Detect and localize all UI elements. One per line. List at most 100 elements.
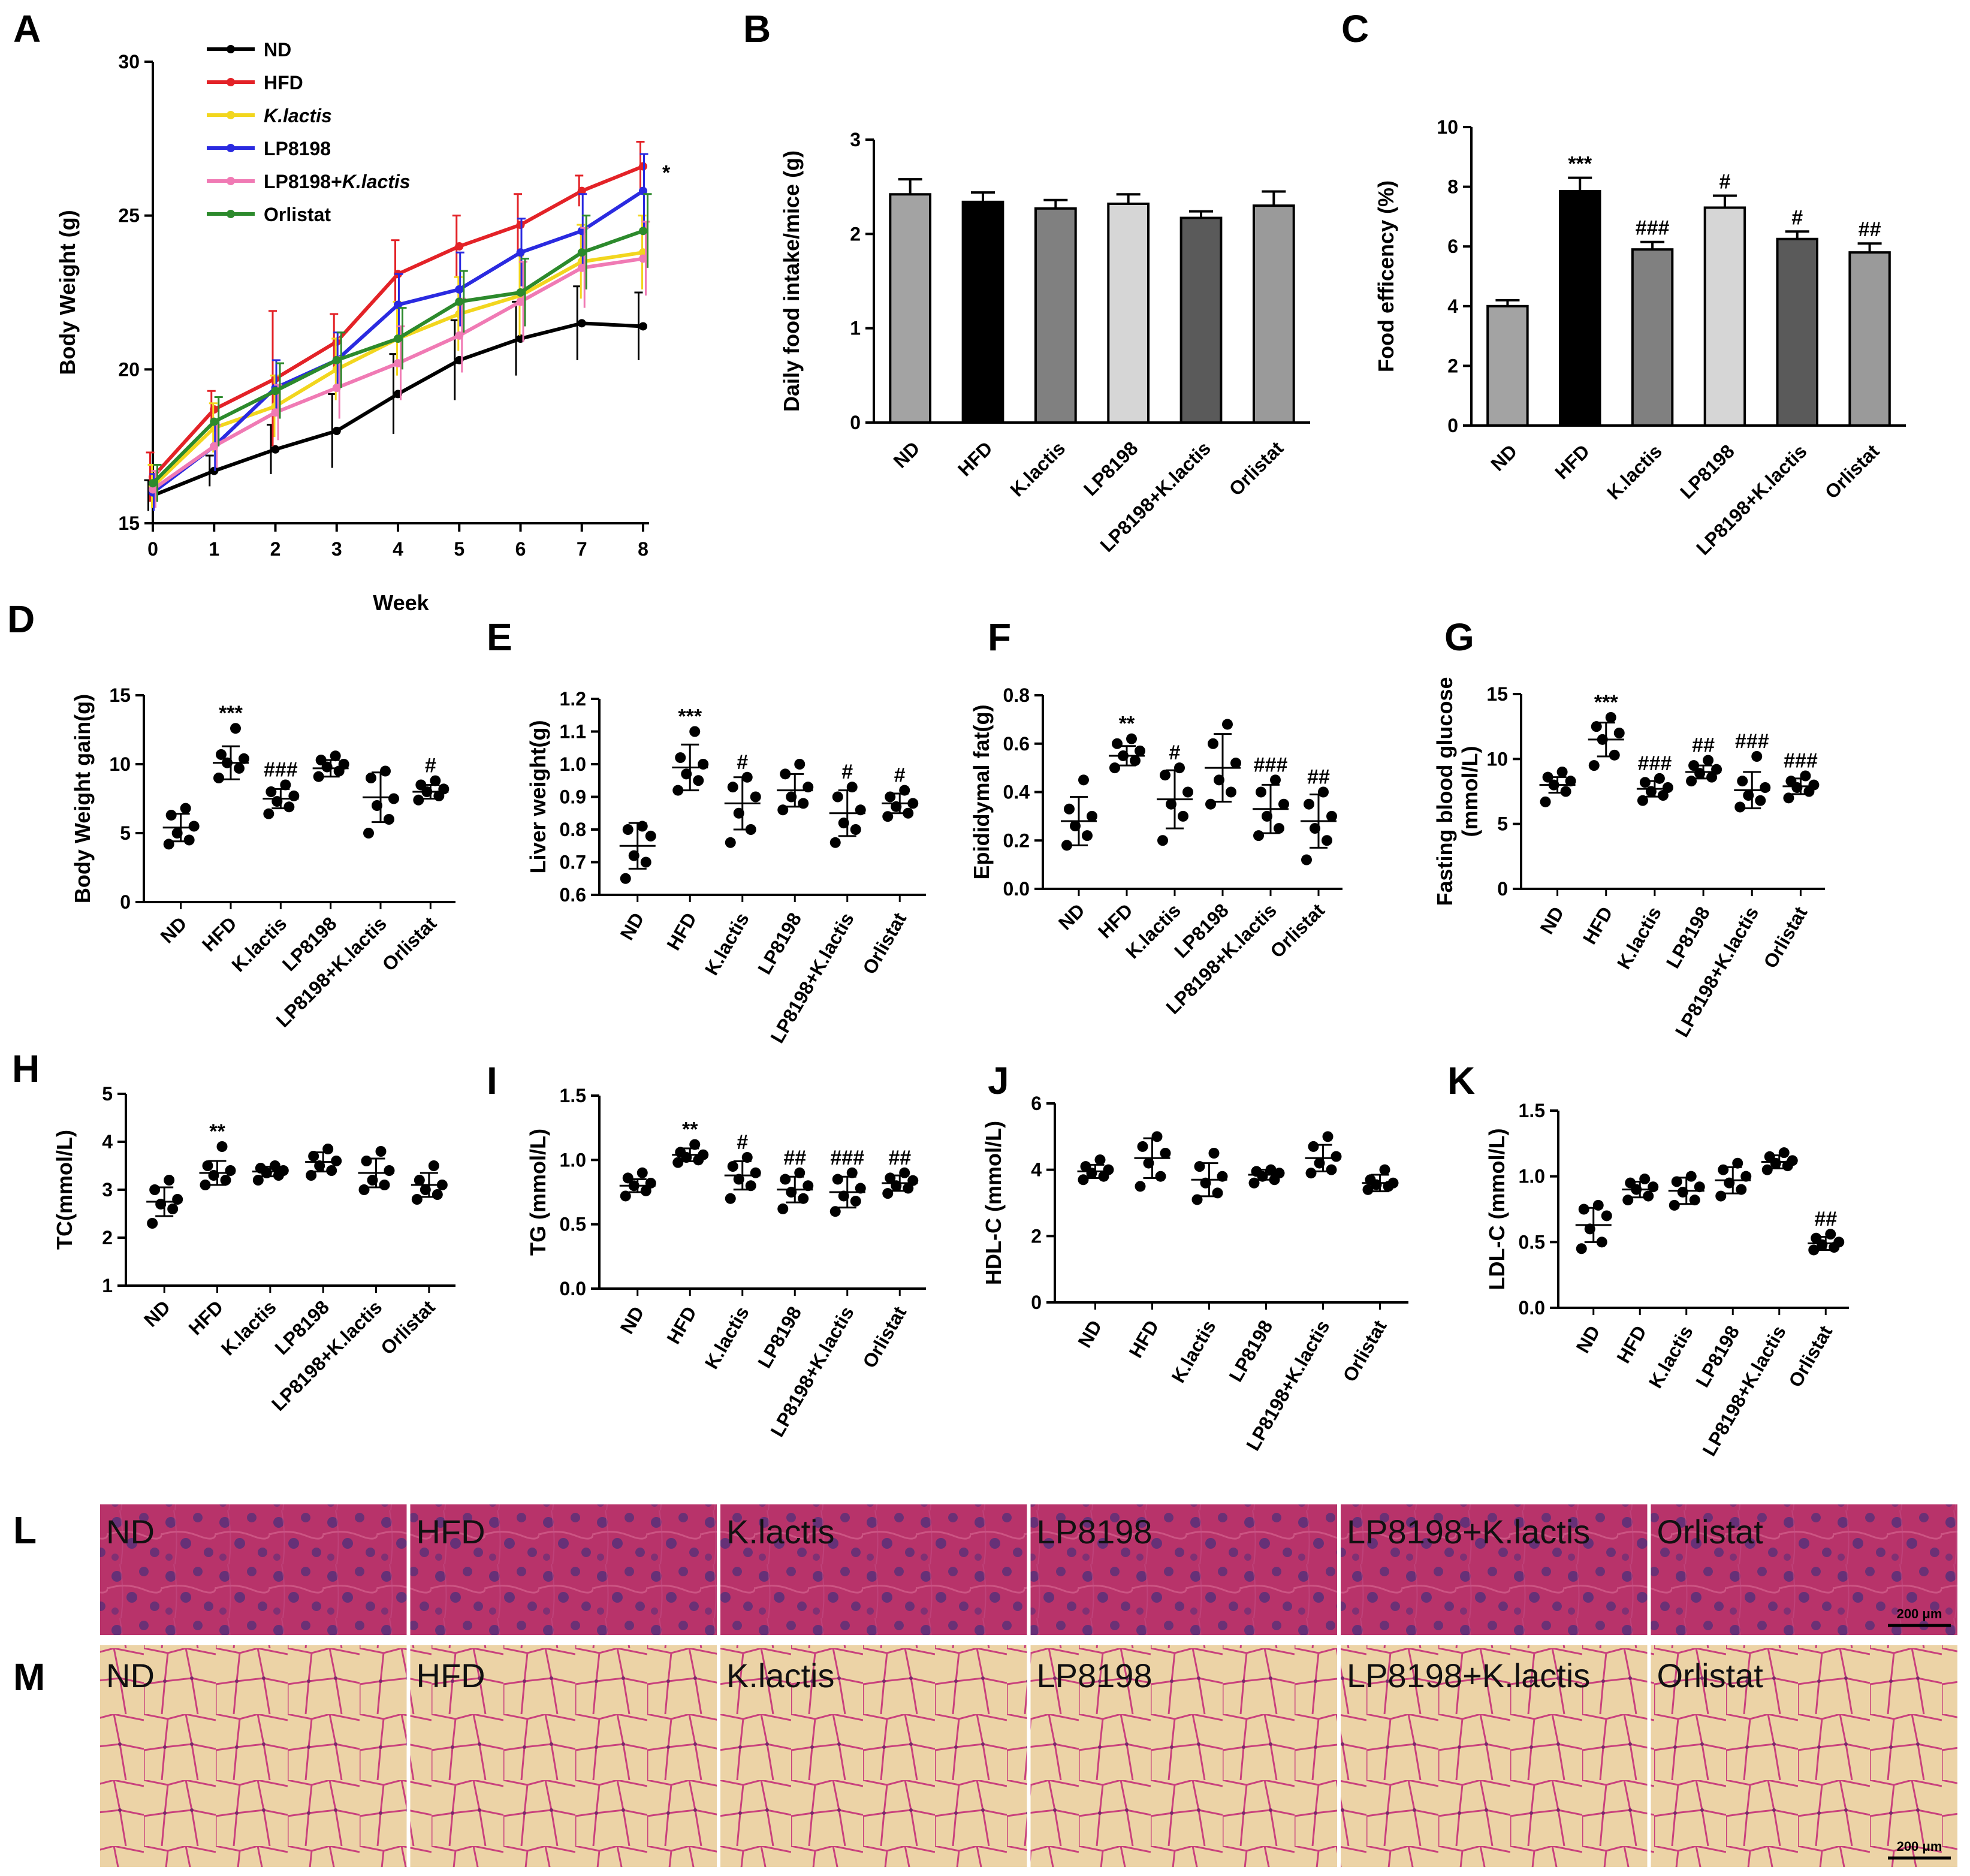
x-tick-label-G: LP8198 [1662,903,1714,972]
micrograph-M [100,1645,407,1867]
y-tick-label-I: 1.5 [560,1085,586,1106]
x-tick-label-A: 2 [270,538,281,560]
data-point-K [1643,1190,1654,1202]
data-point-J [1248,1177,1260,1189]
data-point-I [780,1174,791,1185]
y-axis-label-B: Daily food intake/mice (g) [779,150,804,412]
data-point-A [210,442,219,451]
data-point-I [725,1193,736,1204]
legend-label-A: LP8198 [264,138,331,159]
data-point-H [428,1160,439,1171]
data-point-A [577,248,586,257]
data-point-A [577,319,586,328]
micrograph-label-L: ND [106,1513,155,1551]
x-tick-label-C: ND [1486,440,1521,475]
data-point-G [1560,786,1571,797]
y-tick-label-E: 0.8 [560,819,586,840]
data-point-D [234,762,245,774]
data-point-K [1736,1184,1747,1195]
data-point-A [639,186,647,195]
data-point-E [882,811,894,822]
data-point-A [516,297,525,306]
data-point-F [1135,745,1145,756]
y-tick-label-K: 1.0 [1519,1166,1545,1187]
data-point-A [455,331,464,340]
legend-marker-A [227,144,235,152]
significance-F: ** [1119,713,1135,735]
data-point-K [1732,1157,1743,1169]
data-point-A [271,408,280,417]
data-point-I [850,1196,861,1207]
data-point-F [1157,835,1168,846]
bar-C [1559,190,1601,427]
y-tick-label-K: 1.5 [1519,1100,1545,1121]
y-tick-label-E: 0.9 [560,786,586,808]
data-point-I [645,1177,656,1189]
data-point-K [1601,1210,1612,1221]
significance-F: ## [1307,766,1330,789]
data-point-D [363,828,374,839]
data-point-H [252,1175,264,1186]
y-tick-label-J: 0 [1031,1292,1042,1313]
data-point-H [306,1170,317,1181]
bar-B [1107,202,1150,424]
y-tick-label-E: 1.0 [560,753,586,775]
data-point-G [1751,751,1763,762]
panel-label-D: D [7,598,35,641]
y-axis-label-G: (mmol/L) [1458,746,1482,837]
data-point-D [216,749,227,760]
data-point-F [1061,840,1072,851]
y-tick-label-H: 5 [102,1083,113,1105]
significance-E: # [841,761,853,783]
panel-label-H: H [12,1047,40,1090]
data-point-J [1208,1148,1220,1159]
data-point-A [639,227,647,236]
panel-label-G: G [1444,616,1474,659]
data-point-I [745,1180,756,1192]
data-point-A [149,479,157,488]
legend-marker-A [227,210,235,218]
x-tick-label-K: HFD [1612,1322,1651,1367]
x-tick-label-K: Orlistat [1784,1322,1836,1391]
data-point-F [1322,835,1332,846]
y-tick-label-I: 1.0 [560,1149,586,1171]
x-tick-label-C: HFD [1550,440,1594,483]
data-point-I [750,1167,761,1178]
panel-label-B: B [743,7,771,50]
data-point-J [1080,1161,1091,1172]
data-point-J [1078,1174,1089,1186]
y-axis-label-J: HDL-C (mmol/L) [981,1121,1006,1285]
data-point-F [1109,762,1120,774]
data-point-A [210,417,219,426]
bar-C [1486,304,1529,427]
data-point-D [315,755,327,766]
micrograph-label-L: LP8198+K.lactis [1347,1513,1590,1551]
data-point-I [794,1167,806,1178]
data-point-K [1715,1190,1727,1202]
legend-marker-A [227,177,235,185]
x-tick-label-D: K.lactis [227,912,291,976]
data-point-J [1155,1171,1166,1182]
data-point-F [1226,786,1236,798]
data-point-F [1230,758,1241,769]
significance-I: ** [682,1118,698,1141]
x-tick-label-F: HFD [1094,899,1137,942]
micrograph-label-L: Orlistat [1657,1513,1764,1551]
data-point-G [1591,721,1602,732]
significance-G: ## [1692,734,1715,757]
y-axis-label-G: Fasting blood glucose [1432,677,1457,906]
data-point-I [882,1188,894,1199]
data-point-D [438,783,449,795]
significance-D: *** [219,702,243,725]
data-point-H [432,1189,443,1200]
micrograph-M [1030,1645,1337,1867]
data-point-K [1622,1195,1634,1206]
data-point-E [675,752,686,764]
legend-text-part: LP8198+ [264,171,342,192]
data-point-D [366,773,376,783]
data-point-H [308,1151,319,1162]
panel-D-dot-plot: 0 5 10 15 Body Weight gain(g) ND *** HFD ### K.la… [70,684,455,1032]
significance-I: # [737,1131,748,1154]
data-point-D [165,810,177,821]
y-tick-label-A: 15 [118,512,140,534]
